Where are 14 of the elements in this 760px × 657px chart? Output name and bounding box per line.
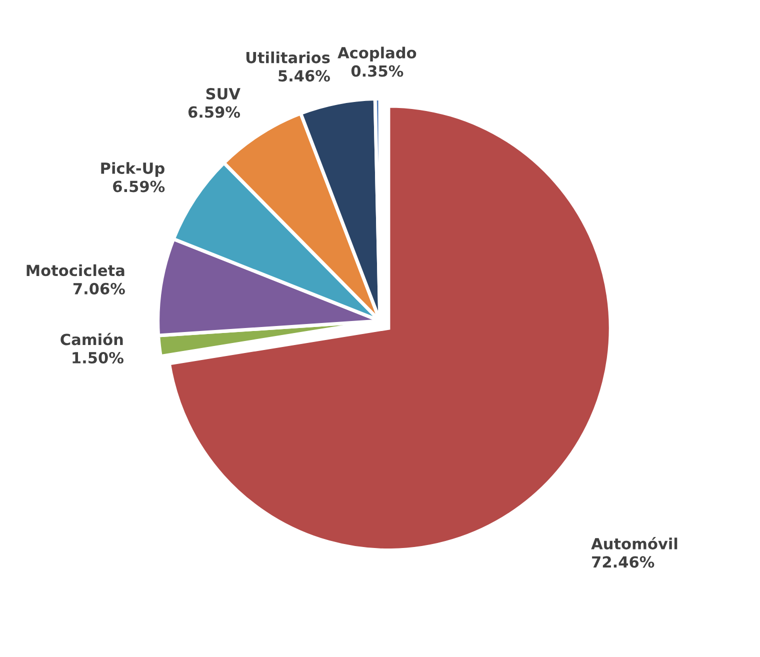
slice-label: Automóvil [591, 537, 678, 550]
slice-label: Motocicleta [26, 264, 124, 276]
data-label: 7.06% [73, 282, 125, 294]
slice-label: SUV [206, 88, 240, 100]
data-label: 6.59% [113, 180, 165, 192]
slice-label: Acoplado [338, 46, 416, 62]
data-label: 6.59% [188, 106, 240, 118]
slice-label: Utilitarios [246, 52, 330, 64]
slice-label: Pick-Up [101, 162, 164, 177]
data-label: 5.46% [278, 70, 330, 82]
data-label: 0.35% [351, 65, 404, 77]
slice-label: Camión [60, 332, 123, 346]
data-label: 1.50% [72, 352, 124, 364]
data-label: 72.46% [592, 556, 654, 568]
